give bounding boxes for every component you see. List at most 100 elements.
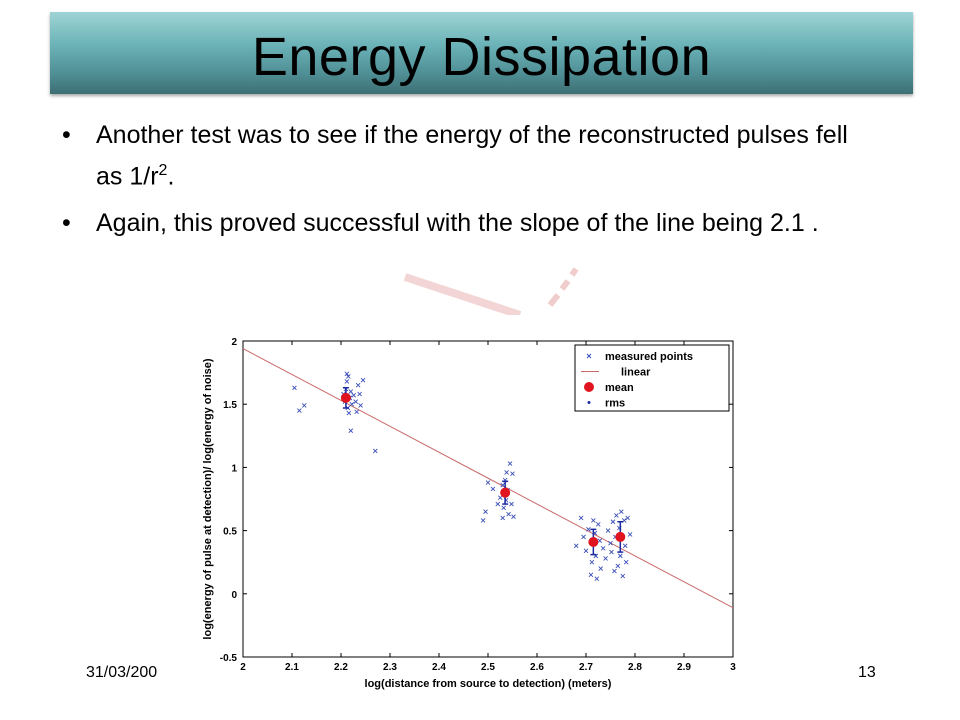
measured-point-stroke	[618, 509, 624, 514]
measured-point	[297, 408, 302, 413]
measured-point-stroke	[346, 410, 352, 416]
measured-point	[351, 393, 357, 398]
measured-point	[353, 399, 359, 404]
bullet-text-2: Again, this proved successful with the s…	[96, 209, 819, 238]
measured-point	[354, 409, 359, 415]
measured-point-stroke	[507, 461, 513, 466]
y-axis-label: log(energy of pulse at detection)/ log(e…	[202, 358, 214, 639]
measured-point	[507, 461, 513, 466]
measured-point-stroke	[348, 428, 354, 434]
measured-point	[346, 410, 352, 416]
measured-point-stroke	[622, 543, 628, 549]
measured-point	[358, 403, 363, 408]
measured-point	[490, 486, 496, 492]
measured-point	[500, 515, 506, 521]
measured-point-stroke	[351, 393, 357, 398]
mean-point	[500, 487, 511, 498]
measured-point-stroke	[480, 518, 486, 523]
measured-point-stroke	[583, 548, 589, 554]
measured-point-stroke	[578, 515, 584, 521]
measured-point	[501, 505, 506, 511]
measured-point	[620, 573, 626, 579]
measured-point-stroke	[608, 540, 613, 546]
measured-point	[614, 513, 619, 518]
measured-point-stroke	[500, 482, 506, 488]
measured-point-stroke	[620, 573, 626, 579]
x-tick-label: 2.1	[285, 662, 299, 673]
measured-point	[610, 519, 616, 525]
measured-point	[292, 385, 297, 391]
measured-point	[600, 545, 606, 551]
measured-point-stroke	[497, 495, 503, 501]
measured-point	[348, 389, 354, 394]
measured-point	[500, 482, 506, 488]
measured-point-stroke	[627, 532, 633, 537]
legend-box	[574, 344, 730, 412]
measured-point	[625, 515, 630, 521]
measured-point-stroke	[301, 403, 307, 408]
measured-point	[608, 540, 613, 546]
measured-point-stroke	[509, 501, 514, 507]
measured-point	[603, 556, 608, 561]
measured-point-stroke	[614, 513, 619, 518]
x-tick-label: 2.6	[530, 662, 544, 673]
bullet-dot: •	[62, 121, 71, 149]
legend-marker-measured	[586, 353, 592, 359]
measured-point	[609, 549, 614, 555]
y-tick-label: 1.5	[223, 400, 237, 411]
y-tick-label: 1	[231, 463, 237, 474]
x-tick-label: 2	[240, 662, 246, 673]
legend-label: linear	[621, 367, 651, 379]
measured-point-stroke	[605, 528, 611, 533]
measured-point-stroke	[615, 563, 621, 569]
measured-point	[578, 515, 584, 521]
measured-point	[586, 527, 591, 532]
measured-point-stroke	[501, 505, 506, 511]
bullet-text-1: Another test was to see if the energy of…	[96, 121, 848, 191]
legend-marker-mean	[584, 382, 594, 392]
measured-point	[617, 553, 623, 559]
measured-point	[497, 495, 503, 501]
bullet-item-2: • Again, this proved successful with the…	[60, 206, 880, 241]
measured-point-stroke	[617, 553, 623, 559]
watermark-graphic	[403, 267, 579, 315]
title-bar: Energy Dissipation	[50, 12, 913, 94]
legend-label: mean	[605, 382, 634, 394]
measured-point-stroke	[500, 515, 506, 521]
measured-point	[480, 518, 486, 523]
bullet-superscript: 2	[158, 162, 168, 179]
measured-point-stroke	[354, 409, 359, 415]
measured-point-stroke	[597, 538, 603, 544]
measured-point-stroke	[495, 501, 501, 507]
measured-point-stroke	[510, 471, 515, 477]
measured-point-stroke	[581, 534, 586, 540]
measured-point-stroke	[349, 401, 355, 407]
x-tick-label: 2.8	[628, 662, 642, 673]
mean-point	[615, 531, 626, 542]
slide-title: Energy Dissipation	[251, 27, 712, 87]
measured-point-stroke	[591, 518, 596, 523]
measured-point	[588, 572, 594, 578]
mean-point	[588, 536, 599, 547]
bullet-period: .	[167, 162, 175, 191]
measured-point	[372, 448, 378, 454]
measured-point-stroke	[358, 403, 363, 408]
legend-marker-rms	[587, 401, 591, 404]
measured-point-stroke	[612, 568, 617, 574]
measured-point-stroke	[344, 371, 350, 377]
measured-point	[595, 521, 601, 527]
bullet-dot: •	[62, 209, 71, 238]
measured-point-stroke	[353, 399, 359, 404]
legend-label: measured points	[605, 351, 693, 363]
measured-point	[349, 401, 355, 407]
measured-point-stroke	[372, 448, 378, 454]
measured-point-stroke	[573, 543, 579, 549]
measured-point-stroke	[346, 374, 351, 379]
measured-point	[348, 428, 354, 434]
x-tick-label: 2.7	[579, 662, 593, 673]
y-tick-label: 2	[231, 337, 237, 348]
x-tick-label: 2.4	[432, 662, 446, 673]
measured-point-stroke	[598, 566, 604, 571]
measured-point-stroke	[355, 382, 361, 388]
bullet-item-1: • Another test was to see if the energy …	[60, 118, 880, 194]
